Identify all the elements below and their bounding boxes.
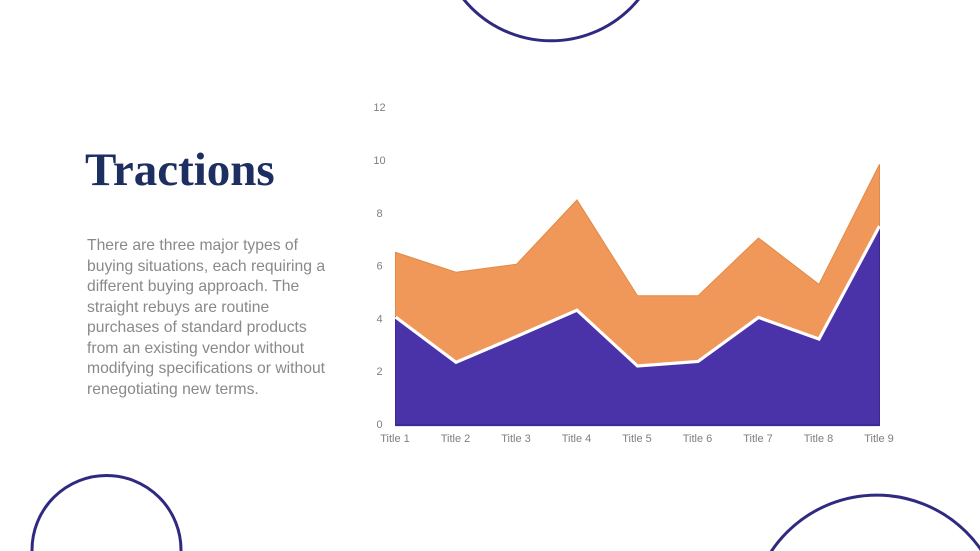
svg-text:Title 3: Title 3	[501, 433, 531, 445]
svg-text:Title 6: Title 6	[683, 433, 713, 445]
svg-text:Title 7: Title 7	[743, 433, 773, 445]
svg-text:0: 0	[376, 419, 382, 431]
svg-text:2: 2	[376, 366, 382, 378]
svg-text:Title 8: Title 8	[804, 433, 834, 445]
svg-text:4: 4	[376, 313, 382, 325]
svg-text:12: 12	[373, 102, 385, 114]
svg-text:Title 4: Title 4	[562, 433, 592, 445]
svg-text:Title 1: Title 1	[380, 433, 410, 445]
svg-text:Title 2: Title 2	[441, 433, 471, 445]
svg-text:Title 5: Title 5	[622, 433, 652, 445]
svg-text:8: 8	[376, 208, 382, 220]
svg-text:Title 9: Title 9	[864, 433, 894, 445]
svg-text:10: 10	[373, 155, 385, 167]
svg-text:6: 6	[376, 261, 382, 273]
